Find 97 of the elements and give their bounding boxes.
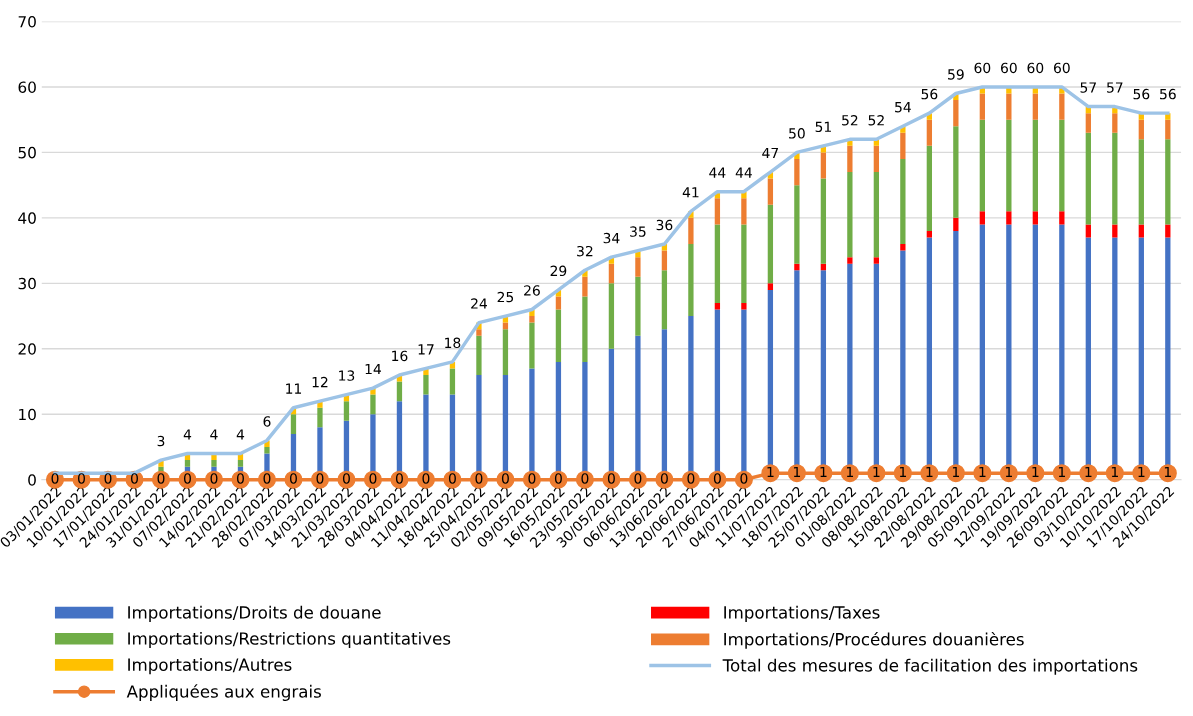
data-label: 1: [1111, 466, 1118, 478]
data-label: 52: [842, 115, 858, 126]
legend-label: Importations/Taxes: [724, 605, 880, 622]
data-label: 0: [130, 473, 138, 484]
legend-label: Importations/Autres: [128, 658, 292, 675]
y-tick-label: 0: [28, 474, 36, 486]
data-label: 0: [660, 473, 668, 484]
data-label: 0: [740, 473, 748, 484]
data-label: 60: [1027, 62, 1044, 74]
data-label: 0: [236, 473, 244, 484]
data-label: 4: [236, 429, 245, 440]
data-label: 0: [157, 473, 165, 484]
legend-label: Importations/Droits de douane: [128, 605, 381, 622]
data-label: 11: [286, 383, 302, 394]
y-tick-label: 20: [18, 343, 36, 355]
data-label: 35: [630, 226, 646, 237]
data-label: 1: [1005, 466, 1012, 478]
legend-label: Appliquées aux engrais: [126, 684, 321, 701]
data-label: 18: [445, 337, 461, 349]
y-tick-label: 60: [18, 81, 36, 93]
data-label: 1: [952, 466, 959, 478]
data-label: 52: [868, 115, 884, 126]
data-label: 1: [1085, 466, 1092, 478]
data-label: 0: [289, 473, 297, 484]
data-label: 25: [497, 291, 514, 303]
data-label: 0: [51, 473, 59, 484]
data-label: 0: [713, 473, 721, 484]
y-tick-label: 30: [18, 277, 36, 290]
legend-label: Importations/Procédures douanières: [724, 631, 1024, 649]
data-label: 13: [339, 370, 355, 381]
legend-label: Importations/Restrictions quantitatives: [128, 631, 451, 649]
data-label: 16: [392, 350, 408, 362]
data-label: 57: [1080, 82, 1096, 93]
data-label: 0: [369, 473, 377, 484]
data-label: 50: [789, 128, 805, 139]
data-label: 44: [709, 167, 726, 178]
data-label: 1: [926, 466, 933, 478]
data-label: 0: [422, 473, 430, 484]
data-label: 0: [183, 473, 191, 484]
data-label: 29: [550, 265, 567, 277]
data-label: 59: [948, 69, 964, 80]
y-tick-label: 10: [19, 408, 36, 421]
data-label: 0: [501, 473, 509, 484]
data-label: 47: [762, 147, 779, 159]
data-label: 1: [899, 466, 906, 478]
data-label: 4: [210, 429, 218, 440]
data-label: 0: [263, 473, 271, 484]
data-label: 60: [1000, 62, 1017, 74]
data-label: 0: [687, 473, 695, 484]
data-label: 51: [815, 121, 831, 133]
data-label: 26: [524, 285, 540, 296]
data-label: 4: [183, 429, 192, 440]
data-label: 1: [846, 466, 854, 478]
data-label: 36: [656, 219, 673, 231]
data-label: 1: [979, 466, 986, 478]
data-label: 0: [210, 473, 218, 484]
data-label: 0: [475, 473, 483, 484]
data-label: 54: [895, 102, 911, 113]
data-label: 1: [793, 466, 801, 478]
data-label: 17: [418, 344, 434, 355]
data-label: 12: [312, 376, 328, 388]
data-label: 3: [157, 435, 165, 447]
data-label: 14: [365, 363, 382, 375]
data-label: 0: [607, 473, 615, 484]
data-label: 0: [316, 473, 324, 484]
data-label: 0: [395, 473, 403, 484]
data-label: 0: [448, 473, 456, 484]
y-tick-label: 40: [18, 212, 36, 224]
y-tick-label: 70: [18, 15, 36, 28]
data-label: 0: [554, 473, 562, 484]
data-label: 60: [974, 62, 991, 74]
data-label: 1: [767, 466, 774, 478]
data-label: 56: [1160, 88, 1176, 100]
data-label: 41: [682, 187, 699, 198]
data-label: 0: [528, 473, 536, 484]
data-label: 56: [1133, 88, 1150, 100]
data-label: 44: [735, 167, 752, 178]
data-label: 0: [78, 473, 85, 484]
data-label: 60: [1053, 62, 1070, 74]
data-label: 0: [634, 473, 642, 484]
data-label: 1: [820, 466, 827, 478]
data-label: 32: [577, 245, 593, 257]
data-label: 1: [1058, 466, 1065, 478]
legend-label: Total des mesures de facilitation des importations: [722, 658, 1138, 675]
data-label: 0: [581, 473, 589, 484]
data-label: 0: [104, 473, 112, 484]
y-tick-label: 50: [18, 146, 36, 159]
data-label: 24: [471, 298, 487, 309]
data-label: 1: [1138, 466, 1145, 478]
data-label: 1: [1164, 466, 1171, 478]
data-label: 1: [1032, 466, 1039, 478]
data-label: 56: [921, 88, 938, 100]
data-label: 0: [342, 473, 350, 484]
data-label: 57: [1107, 82, 1123, 93]
data-label: 34: [603, 232, 620, 244]
data-label: 6: [263, 416, 271, 427]
data-label: 1: [873, 466, 880, 478]
